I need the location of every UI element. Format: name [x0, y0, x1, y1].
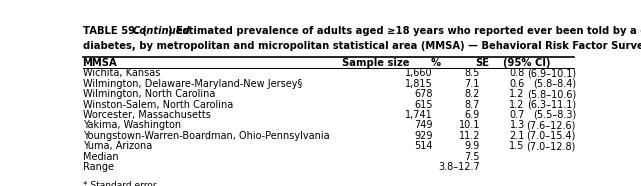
Text: 6.9: 6.9 [465, 110, 480, 120]
Text: Wilmington, North Carolina: Wilmington, North Carolina [83, 89, 215, 99]
Text: ) Estimated prevalence of adults aged ≥18 years who reported ever been told by a: ) Estimated prevalence of adults aged ≥1… [168, 26, 641, 36]
Text: (95% CI): (95% CI) [503, 58, 551, 68]
Text: Range: Range [83, 162, 113, 172]
Text: Yakima, Washington: Yakima, Washington [83, 121, 181, 130]
Text: 0.6: 0.6 [510, 79, 525, 89]
Text: 0.7: 0.7 [510, 110, 525, 120]
Text: SE: SE [476, 58, 490, 68]
Text: Youngstown-Warren-Boardman, Ohio-Pennsylvania: Youngstown-Warren-Boardman, Ohio-Pennsyl… [83, 131, 329, 141]
Text: 7.5: 7.5 [465, 152, 480, 162]
Text: 1.5: 1.5 [510, 141, 525, 151]
Text: (5.8–8.4): (5.8–8.4) [533, 79, 576, 89]
Text: Wilmington, Delaware-Maryland-New Jersey§: Wilmington, Delaware-Maryland-New Jersey… [83, 79, 302, 89]
Text: (5.5–8.3): (5.5–8.3) [533, 110, 576, 120]
Text: 3.8–12.7: 3.8–12.7 [438, 162, 480, 172]
Text: (5.8–10.6): (5.8–10.6) [527, 89, 576, 99]
Text: 8.2: 8.2 [465, 89, 480, 99]
Text: 1.3: 1.3 [510, 121, 525, 130]
Text: (6.3–11.1): (6.3–11.1) [527, 100, 576, 110]
Text: 0.8: 0.8 [510, 68, 525, 78]
Text: Yuma, Arizona: Yuma, Arizona [83, 141, 152, 151]
Text: Median: Median [83, 152, 118, 162]
Text: Winston-Salem, North Carolina: Winston-Salem, North Carolina [83, 100, 233, 110]
Text: MMSA: MMSA [83, 58, 117, 68]
Text: 1,815: 1,815 [405, 79, 433, 89]
Text: 10.1: 10.1 [459, 121, 480, 130]
Text: Sample size: Sample size [342, 58, 410, 68]
Text: 1,741: 1,741 [405, 110, 433, 120]
Text: 749: 749 [414, 121, 433, 130]
Text: 9.9: 9.9 [465, 141, 480, 151]
Text: (6.9–10.1): (6.9–10.1) [527, 68, 576, 78]
Text: 7.1: 7.1 [465, 79, 480, 89]
Text: Continued: Continued [132, 26, 190, 36]
Text: 514: 514 [414, 141, 433, 151]
Text: Wichita, Kansas: Wichita, Kansas [83, 68, 160, 78]
Text: 8.5: 8.5 [465, 68, 480, 78]
Text: Worcester, Massachusetts: Worcester, Massachusetts [83, 110, 210, 120]
Text: 11.2: 11.2 [458, 131, 480, 141]
Text: TABLE 59. (: TABLE 59. ( [83, 26, 147, 36]
Text: (7.6–12.6): (7.6–12.6) [526, 121, 576, 130]
Text: * Standard error.: * Standard error. [83, 181, 158, 186]
Text: 8.7: 8.7 [465, 100, 480, 110]
Text: 1.2: 1.2 [510, 89, 525, 99]
Text: 2.1: 2.1 [510, 131, 525, 141]
Text: 929: 929 [414, 131, 433, 141]
Text: diabetes, by metropolitan and micropolitan statistical area (MMSA) — Behavioral : diabetes, by metropolitan and micropolit… [83, 41, 641, 51]
Text: 1,660: 1,660 [405, 68, 433, 78]
Text: 678: 678 [414, 89, 433, 99]
Text: 615: 615 [414, 100, 433, 110]
Text: %: % [430, 58, 440, 68]
Text: (7.0–12.8): (7.0–12.8) [526, 141, 576, 151]
Text: (7.0–15.4): (7.0–15.4) [526, 131, 576, 141]
Text: 1.2: 1.2 [510, 100, 525, 110]
